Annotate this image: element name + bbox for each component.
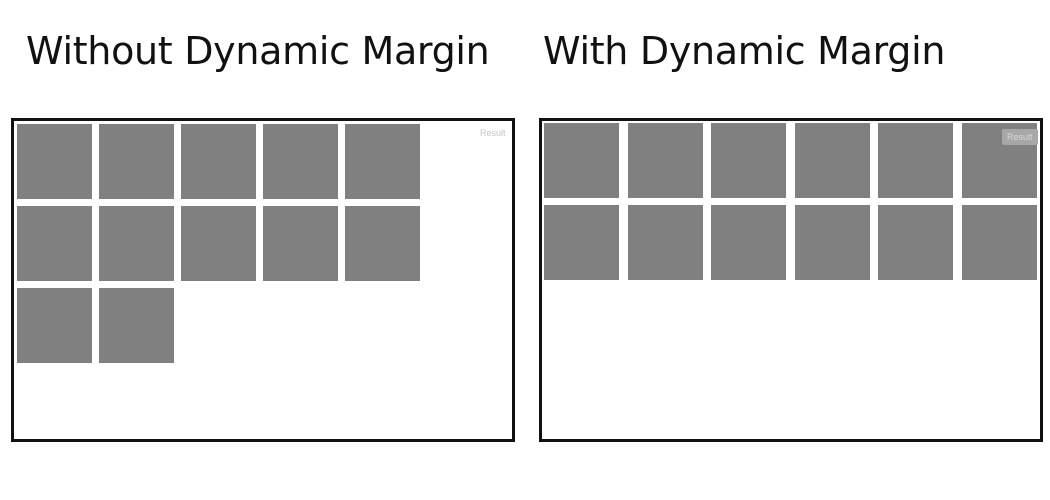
right-tile-1 bbox=[544, 123, 619, 198]
left-panel-title: Without Dynamic Margin bbox=[26, 29, 490, 73]
right-result-label[interactable]: Result bbox=[1002, 129, 1038, 145]
left-tile-4 bbox=[263, 124, 338, 199]
left-tile-3 bbox=[181, 124, 256, 199]
left-tile-9 bbox=[263, 206, 338, 281]
right-tile-3 bbox=[711, 123, 786, 198]
right-tile-2 bbox=[628, 123, 703, 198]
left-tile-7 bbox=[99, 206, 174, 281]
right-tile-4 bbox=[795, 123, 870, 198]
left-tile-1 bbox=[17, 124, 92, 199]
left-result-label: Result bbox=[480, 128, 506, 138]
right-result-frame: Result bbox=[539, 118, 1043, 442]
left-result-frame: Result bbox=[11, 118, 515, 442]
left-tile-8 bbox=[181, 206, 256, 281]
left-tile-11 bbox=[17, 288, 92, 363]
right-panel-title: With Dynamic Margin bbox=[543, 29, 946, 73]
right-tile-11 bbox=[878, 205, 953, 280]
right-tile-10 bbox=[795, 205, 870, 280]
left-tile-5 bbox=[345, 124, 420, 199]
right-tile-5 bbox=[878, 123, 953, 198]
right-tile-9 bbox=[711, 205, 786, 280]
left-tile-10 bbox=[345, 206, 420, 281]
left-tile-2 bbox=[99, 124, 174, 199]
right-tile-8 bbox=[628, 205, 703, 280]
right-tile-12 bbox=[962, 205, 1037, 280]
left-tile-6 bbox=[17, 206, 92, 281]
left-tile-12 bbox=[99, 288, 174, 363]
right-tile-7 bbox=[544, 205, 619, 280]
